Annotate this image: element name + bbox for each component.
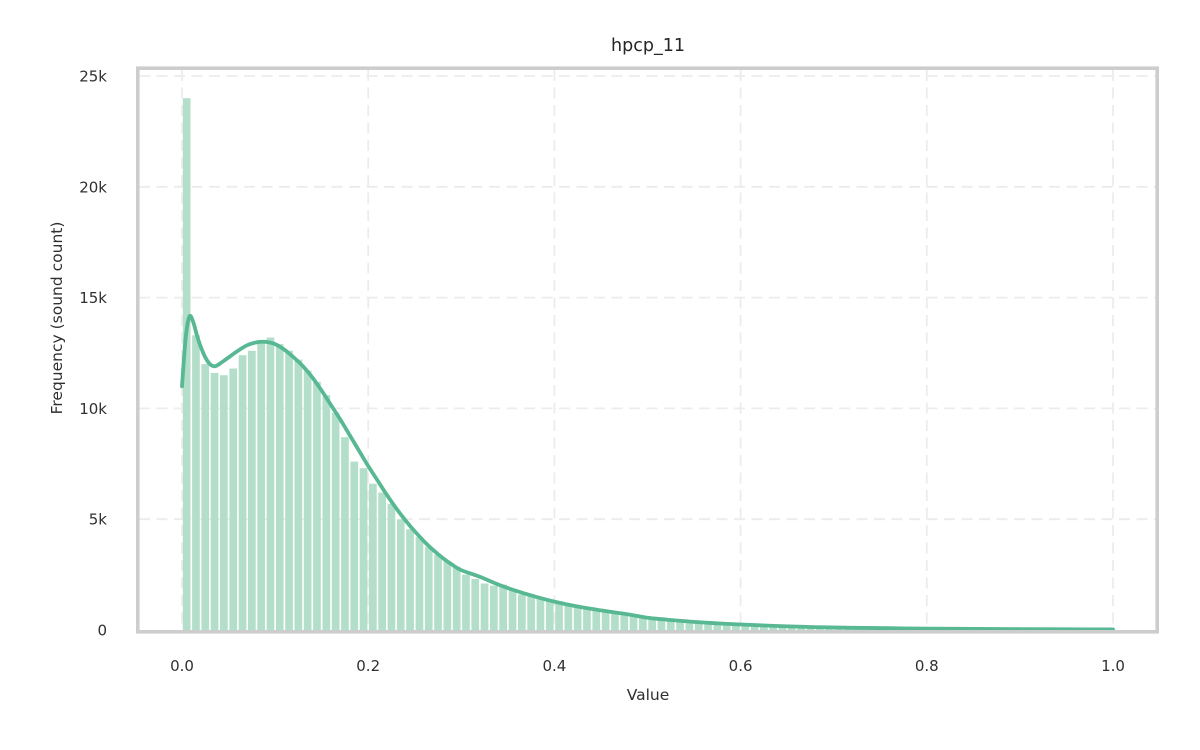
chart-title: hpcp_11 <box>611 36 685 56</box>
x-tick-label: 0.2 <box>356 657 380 675</box>
histogram-bar <box>722 622 731 630</box>
histogram-bar <box>285 350 293 630</box>
y-tick-label: 15k <box>79 289 107 307</box>
histogram-bar <box>480 583 489 630</box>
histogram-bar <box>331 412 340 630</box>
grid-layer <box>139 70 1157 630</box>
histogram-bar <box>201 364 210 630</box>
histogram-bar <box>629 614 638 630</box>
histogram-bar <box>294 359 303 630</box>
y-tick-label: 25k <box>79 68 107 86</box>
histogram-bar <box>387 503 396 630</box>
histogram-bar <box>462 574 470 630</box>
histogram-bar <box>182 98 191 630</box>
x-tick-label: 0.8 <box>915 657 939 675</box>
histogram-bar <box>694 620 703 630</box>
histogram-bar <box>396 519 405 630</box>
histogram-bar <box>620 613 629 630</box>
histogram-bar <box>583 607 591 630</box>
x-tick-label: 1.0 <box>1101 657 1125 675</box>
histogram-bar <box>452 566 461 630</box>
histogram-bar <box>676 619 684 630</box>
histogram-bar <box>443 561 452 630</box>
histogram-bar <box>350 461 359 630</box>
histogram-bar <box>648 616 656 630</box>
histogram-bar <box>592 610 601 630</box>
y-tick-label: 0 <box>97 622 107 640</box>
histogram-bar <box>704 621 712 630</box>
histogram-bar <box>341 437 349 630</box>
histogram-bar <box>369 483 377 630</box>
histogram-bar <box>415 536 424 630</box>
x-tick-label: 0.4 <box>542 657 566 675</box>
histogram-bar <box>666 618 675 630</box>
histogram-bar <box>359 468 368 630</box>
histogram-bar <box>564 604 573 630</box>
y-tick-label: 20k <box>79 178 107 196</box>
histogram-bar <box>741 623 750 630</box>
histogram-bar <box>248 350 256 630</box>
x-tick-label: 0.0 <box>170 657 194 675</box>
histogram-bar <box>713 621 722 630</box>
histogram-bar <box>192 335 200 630</box>
x-tick-label: 0.6 <box>729 657 753 675</box>
histogram-bar <box>303 370 312 630</box>
histogram-bar <box>257 341 265 630</box>
histogram-bar <box>639 615 647 630</box>
y-tick-label: 5k <box>89 511 108 529</box>
y-axis-label: Frequency (sound count) <box>48 222 66 415</box>
histogram-bar <box>266 337 275 630</box>
histogram-bar <box>508 589 517 630</box>
bars-layer <box>182 98 1113 630</box>
histogram-bar <box>434 554 442 630</box>
histogram-bar <box>685 620 694 630</box>
histogram-bar <box>545 600 554 630</box>
histogram-bar <box>527 595 535 630</box>
histogram-bar <box>573 606 582 630</box>
kde-curve <box>180 313 1115 632</box>
histogram-bar <box>378 492 386 630</box>
histogram-bar <box>275 344 284 630</box>
histogram-bar <box>229 368 238 630</box>
histogram-bar <box>490 585 498 630</box>
histogram-bar <box>424 546 433 630</box>
y-tick-label: 10k <box>79 400 107 418</box>
histogram-bar <box>210 372 219 630</box>
histogram-bar <box>732 622 740 630</box>
histogram-bar <box>406 529 414 630</box>
histogram-bar <box>238 355 247 630</box>
histogram-bar <box>657 617 666 630</box>
plot-frame <box>136 66 1160 634</box>
x-axis-label: Value <box>627 686 670 704</box>
histogram-bar <box>313 381 321 630</box>
histogram-bar <box>322 395 331 630</box>
histogram-bar <box>518 594 526 630</box>
histogram-bar <box>611 612 619 630</box>
histogram-bar <box>220 375 228 630</box>
tick-labels-layer: 0.0 0.2 0.4 0.6 0.8 1.0 0 5k 10k 15k 20k 25k <box>79 68 1125 676</box>
histogram-bar <box>601 611 610 630</box>
histogram-bar <box>471 579 480 630</box>
histogram-bar <box>555 601 563 630</box>
histogram-bar <box>536 597 545 630</box>
histogram-bar <box>499 584 507 630</box>
